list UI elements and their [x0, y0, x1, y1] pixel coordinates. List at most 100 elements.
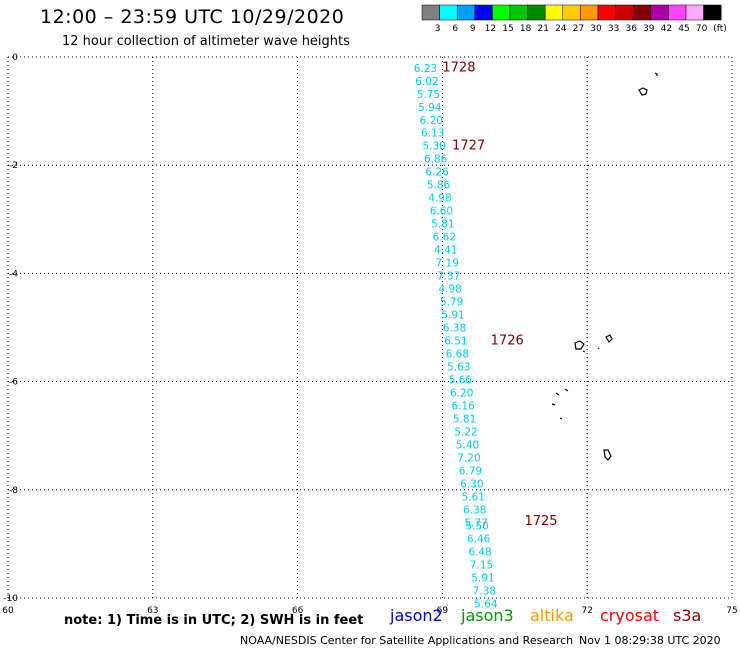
satellite-altika: altika: [530, 606, 574, 625]
swh-value-label: 5.22: [454, 426, 477, 438]
legend-swatch: [703, 4, 722, 21]
legend-swatch: [492, 4, 511, 21]
swh-value-label: 4.98: [428, 193, 451, 205]
swh-value-label: 6.62: [433, 232, 456, 244]
footer-credit: NOAA/NESDIS Center for Satellite Applica…: [240, 634, 574, 647]
swh-value-label: 5.94: [418, 102, 442, 114]
legend-tick-label: 27: [573, 24, 584, 34]
y-tick-label: -2: [9, 161, 18, 171]
legend-tick-label: 24: [555, 24, 567, 34]
swh-value-label: 6.60: [430, 206, 453, 218]
swh-value-label: 5.91: [471, 572, 494, 584]
legend-tick-label: 42: [661, 24, 672, 34]
swh-value-label: 7.15: [470, 559, 493, 571]
swh-value-label: 5.40: [456, 439, 479, 451]
island-outline: [603, 449, 612, 461]
legend-swatch: [685, 4, 704, 21]
x-tick-label: 60: [2, 606, 14, 616]
footer-timestamp: Nov 1 08:29:38 UTC 2020: [579, 634, 721, 647]
swh-value-label: 5.66: [449, 374, 473, 386]
swh-value-label: 5.30: [422, 141, 445, 153]
legend-swatch: [527, 4, 546, 21]
swh-value-label: 5.79: [440, 297, 463, 309]
x-tick-label: 63: [147, 606, 158, 616]
swh-value-label: 5.64: [474, 598, 498, 610]
legend-swatch: [632, 4, 652, 21]
swh-value-label: 7.20: [457, 452, 480, 464]
x-tick-label: 69: [437, 606, 449, 616]
swh-value-label: 6.38: [443, 323, 466, 335]
page-subtitle: 12 hour collection of altimeter wave hei…: [62, 34, 350, 49]
swh-value-label: 6.46: [467, 533, 491, 545]
swh-value-label: 7.38: [473, 585, 496, 597]
swh-value-label: 7.37: [437, 271, 460, 283]
y-tick-label: -10: [3, 594, 18, 604]
island-outline: [597, 334, 613, 350]
island-outline: [574, 340, 586, 353]
y-tick-label: -6: [9, 378, 18, 388]
swh-value-label: 5.77: [464, 517, 487, 529]
y-tick-label: -4: [9, 269, 18, 279]
y-tick-label: 0: [12, 53, 18, 63]
legend-swatch: [650, 4, 669, 21]
legend-tick-label: 21: [537, 24, 548, 34]
legend-swatch: [474, 4, 493, 21]
satellite-jason2: jason2: [390, 606, 443, 625]
legend-swatch: [456, 4, 476, 21]
page-title: 12:00 – 23:59 UTC 10/29/2020: [40, 6, 345, 28]
swh-value-label: 5.86: [427, 180, 451, 192]
satellite-jason3: jason3: [461, 606, 514, 625]
swh-value-label: 6.02: [415, 76, 438, 88]
swh-value-label: 5.50: [465, 521, 488, 533]
satellite-s3a: s3a: [673, 606, 702, 625]
island-outline: [638, 87, 648, 96]
legend-tick-label: 9: [470, 24, 476, 34]
swh-value-label: 6.79: [459, 465, 482, 477]
legend-swatch: [421, 4, 440, 21]
legend-tick-label: 3: [435, 24, 441, 34]
legend-tick-label: 6: [452, 24, 458, 34]
pass-time-label: 1726: [491, 333, 524, 348]
swh-value-label: 5.63: [447, 361, 470, 373]
legend-swatch: [544, 4, 564, 21]
swh-value-label: 4.41: [434, 245, 457, 257]
legend-swatch: [615, 4, 634, 21]
legend-tick-label: 39: [643, 24, 655, 34]
swh-value-label: 6.30: [460, 478, 483, 490]
satellite-cryosat: cryosat: [600, 606, 660, 625]
pass-time-label: 1728: [442, 61, 475, 76]
legend-swatch: [509, 4, 528, 21]
swh-value-label: 6.48: [468, 546, 491, 558]
swh-value-label: 6.16: [451, 400, 475, 412]
pass-time-label: 1727: [452, 139, 485, 154]
swh-value-label: 6.13: [421, 128, 444, 140]
swh-value-label: 6.26: [425, 167, 449, 179]
swh-value-label: 5.81: [453, 413, 476, 425]
swh-value-label: 5.61: [462, 491, 485, 503]
x-tick-label: 66: [292, 606, 304, 616]
swh-value-label: 6.86: [424, 154, 448, 166]
swh-value-label: 5.75: [417, 89, 440, 101]
legend-tick-label: 70: [696, 24, 708, 34]
swh-value-label: 6.20: [420, 115, 443, 127]
swh-value-label: 5.81: [431, 219, 454, 231]
swh-value-label: 7.19: [436, 258, 459, 270]
legend-swatch: [562, 4, 581, 21]
legend-swatch: [668, 4, 687, 21]
y-tick-label: -8: [9, 486, 18, 496]
island-outline: [551, 388, 569, 420]
swh-value-label: 6.68: [446, 348, 469, 360]
swh-value-label: 4.98: [438, 284, 461, 296]
legend-tick-label: 15: [502, 24, 513, 34]
x-tick-label: 75: [726, 606, 737, 616]
legend-tick-label: 18: [520, 24, 532, 34]
legend-tick-label: 12: [485, 24, 496, 34]
swh-value-label: 6.51: [444, 335, 467, 347]
swh-value-label: 6.20: [450, 387, 473, 399]
swh-value-label: 5.91: [441, 310, 464, 322]
island-outline: [654, 72, 658, 76]
legend-unit-label: (ft): [713, 24, 727, 34]
legend-tick-label: 33: [608, 24, 619, 34]
